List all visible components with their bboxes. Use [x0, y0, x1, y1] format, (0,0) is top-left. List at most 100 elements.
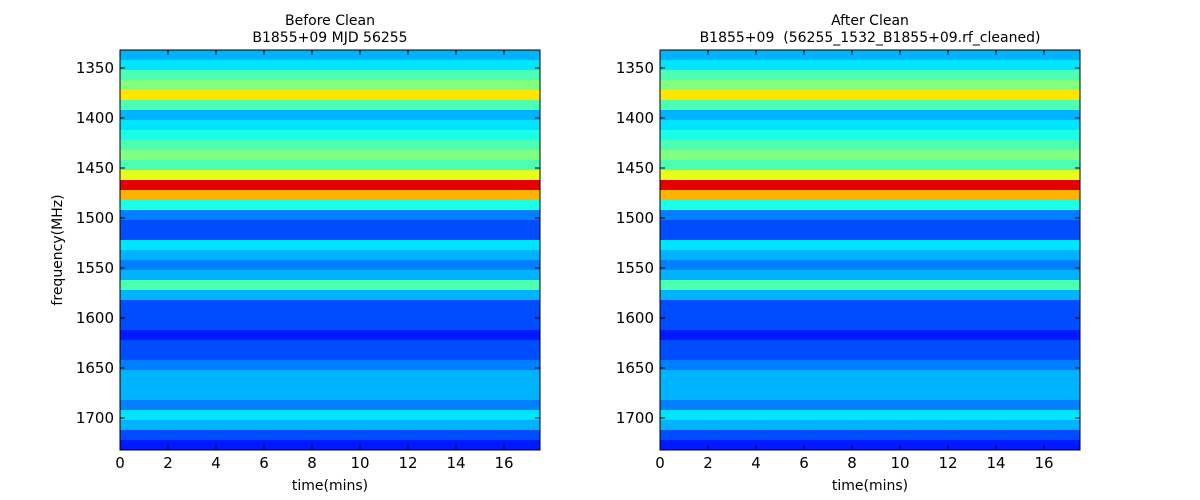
heat-band [660, 340, 1080, 350]
heat-band [660, 310, 1080, 320]
heat-band [660, 270, 1080, 280]
heat-band [660, 330, 1080, 340]
heat-band [660, 370, 1080, 380]
heat-band [660, 110, 1080, 120]
x-tick-label: 6 [259, 454, 269, 472]
heat-band [660, 350, 1080, 360]
heat-band [120, 400, 540, 410]
y-axis-label: frequency(MHz) [50, 194, 66, 305]
heat-band [660, 420, 1080, 430]
heat-band [660, 220, 1080, 230]
heat-band [660, 290, 1080, 300]
heat-band [660, 70, 1080, 80]
heat-band [120, 260, 540, 270]
heat-band [120, 320, 540, 330]
heat-band [120, 420, 540, 430]
heat-band [120, 100, 540, 110]
heat-band [660, 60, 1080, 70]
y-tick-label: 1350 [76, 59, 114, 77]
y-tick-label: 1550 [616, 259, 654, 277]
y-tick-label: 1350 [616, 59, 654, 77]
heat-band [120, 350, 540, 360]
heat-band [120, 380, 540, 390]
heat-band [120, 110, 540, 120]
heat-band [660, 120, 1080, 130]
heat-band [120, 120, 540, 130]
x-axis-label: time(mins) [292, 478, 368, 494]
heat-band [120, 310, 540, 320]
heat-band [120, 440, 540, 450]
heat-band [120, 60, 540, 70]
heat-band [660, 400, 1080, 410]
y-tick-label: 1600 [76, 309, 114, 327]
heat-band [120, 180, 540, 190]
heat-band [120, 390, 540, 400]
heat-band [660, 250, 1080, 260]
x-tick-label: 4 [751, 454, 761, 472]
x-tick-label: 14 [446, 454, 465, 472]
heat-band [120, 50, 540, 60]
heat-band [120, 90, 540, 100]
heat-band [120, 200, 540, 210]
y-tick-label: 1550 [76, 259, 114, 277]
heat-band [120, 150, 540, 160]
heat-band [120, 370, 540, 380]
plot-frame [659, 49, 1081, 451]
x-axis-label: time(mins) [832, 478, 908, 494]
heat-band [660, 300, 1080, 310]
heat-band [660, 190, 1080, 200]
heat-band [120, 300, 540, 310]
heat-band [120, 290, 540, 300]
heat-band [120, 190, 540, 200]
x-tick-label: 6 [799, 454, 809, 472]
heat-band [660, 260, 1080, 270]
x-tick-label: 10 [350, 454, 369, 472]
heat-band [660, 160, 1080, 170]
y-tick-label: 1500 [616, 209, 654, 227]
heat-band [660, 80, 1080, 90]
heat-band [120, 340, 540, 350]
heat-band [660, 320, 1080, 330]
heat-band [660, 140, 1080, 150]
heat-band [120, 270, 540, 280]
heat-band [660, 230, 1080, 240]
chart-title: After Clean [831, 13, 909, 29]
y-tick-label: 1700 [76, 409, 114, 427]
x-tick-label: 0 [115, 454, 125, 472]
heat-band [120, 360, 540, 370]
y-tick-label: 1450 [76, 159, 114, 177]
x-tick-label: 12 [398, 454, 417, 472]
heat-band [120, 80, 540, 90]
heat-band [120, 240, 540, 250]
chart-title: Before Clean [285, 13, 375, 29]
y-tick-label: 1400 [616, 109, 654, 127]
x-tick-label: 0 [655, 454, 665, 472]
heat-band [660, 180, 1080, 190]
x-tick-label: 4 [211, 454, 221, 472]
y-tick-label: 1700 [616, 409, 654, 427]
heat-band [660, 100, 1080, 110]
heat-band [120, 250, 540, 260]
chart-subtitle: B1855+09 (56255_1532_B1855+09.rf_cleaned… [700, 30, 1041, 46]
heat-band [660, 430, 1080, 440]
heat-band [660, 130, 1080, 140]
y-tick-label: 1500 [76, 209, 114, 227]
heat-band [660, 360, 1080, 370]
heat-band [660, 380, 1080, 390]
x-tick-label: 14 [986, 454, 1005, 472]
heat-band [660, 200, 1080, 210]
heat-band [120, 210, 540, 220]
y-tick-label: 1650 [76, 359, 114, 377]
heat-band [660, 440, 1080, 450]
heat-band [120, 410, 540, 420]
heat-band [660, 210, 1080, 220]
heat-band [660, 50, 1080, 60]
heat-band [120, 430, 540, 440]
x-tick-label: 16 [1034, 454, 1053, 472]
heat-band [120, 160, 540, 170]
heat-band [660, 280, 1080, 290]
x-tick-label: 12 [938, 454, 957, 472]
y-tick-label: 1450 [616, 159, 654, 177]
y-tick-label: 1600 [616, 309, 654, 327]
